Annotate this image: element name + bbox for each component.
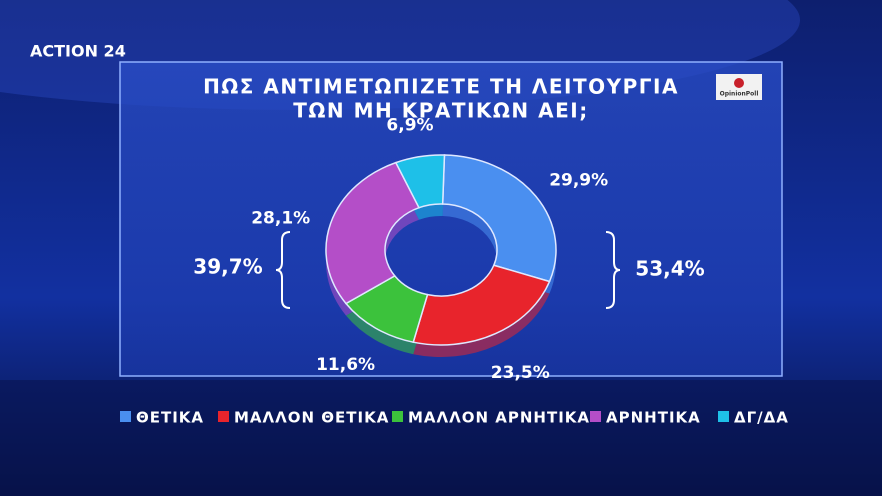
legend-label: ΘΕΤΙΚΑ xyxy=(136,409,204,427)
value-label: 11,6% xyxy=(316,355,375,375)
legend-label: ΜΑΛΛΟΝ ΘΕΤΙΚΑ xyxy=(234,409,389,427)
bracket xyxy=(275,231,291,309)
legend-swatch xyxy=(718,411,729,422)
legend-label: ΜΑΛΛΟΝ ΑΡΝΗΤΙΚΑ xyxy=(408,409,590,427)
chart-title: ΤΩΝ ΜΗ ΚΡΑΤΙΚΩΝ ΑΕΙ; xyxy=(293,99,588,123)
value-label: 23,5% xyxy=(491,363,550,383)
legend-swatch xyxy=(590,411,601,422)
wedge xyxy=(412,264,551,346)
value-label: 29,9% xyxy=(549,171,608,191)
wedge xyxy=(441,154,557,283)
legend-swatch xyxy=(218,411,229,422)
group-label: 53,4% xyxy=(635,257,704,281)
channel-logo: ACTION 24 xyxy=(30,42,126,61)
legend-swatch xyxy=(392,411,403,422)
bracket xyxy=(605,231,621,309)
legend-label: ΑΡΝΗΤΙΚΑ xyxy=(606,409,701,427)
wedge xyxy=(394,154,446,209)
value-label: 6,9% xyxy=(386,115,433,135)
group-label: 39,7% xyxy=(193,255,262,279)
legend-label: ΔΓ/ΔΑ xyxy=(734,409,789,427)
pollster-dot xyxy=(734,78,744,88)
floor xyxy=(0,380,882,496)
value-label: 28,1% xyxy=(251,209,310,229)
legend-swatch xyxy=(120,411,131,422)
chart-title: ΠΩΣ ΑΝΤΙΜΕΤΩΠΙΖΕΤΕ ΤΗ ΛΕΙΤΟΥΡΓΙΑ xyxy=(203,75,679,99)
wedge xyxy=(325,161,421,305)
pollster-name: OpinionPoll xyxy=(720,91,759,98)
